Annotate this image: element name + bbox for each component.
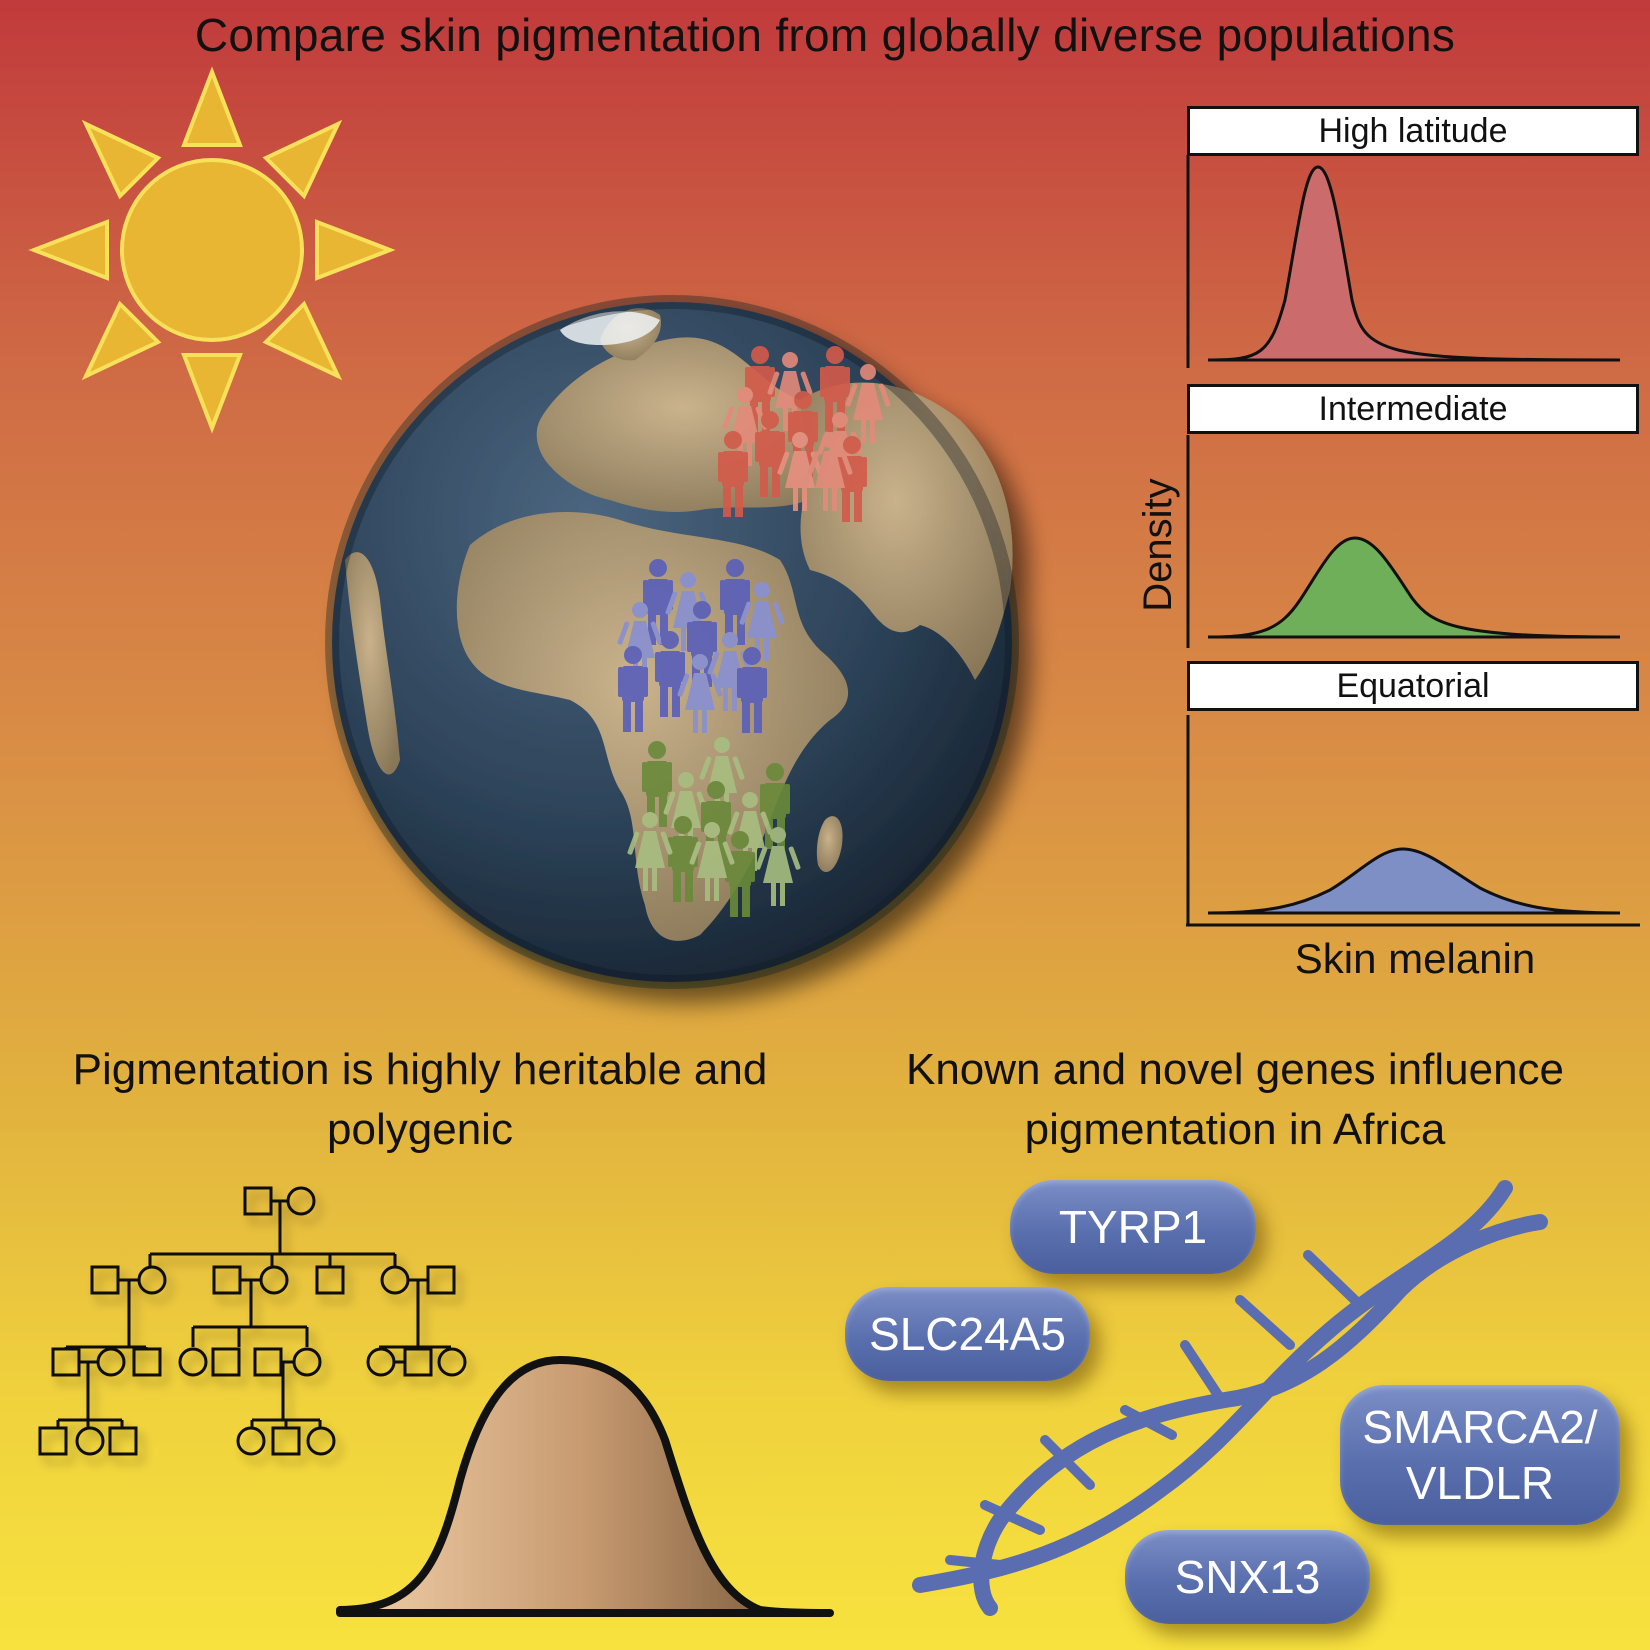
gene-badge-smarca2-vldlr: SMARCA2/ VLDLR — [1340, 1385, 1620, 1525]
panel-label-intermediate: Intermediate — [1187, 384, 1639, 434]
bell-curve — [336, 1356, 834, 1617]
gene-badge-smarca2-line1: SMARCA2/ — [1362, 1401, 1598, 1453]
panel-label-equatorial: Equatorial — [1187, 661, 1639, 711]
density-curve-equatorial — [1207, 847, 1621, 915]
gene-badge-smarca2-line2: VLDLR — [1405, 1457, 1555, 1509]
page-title: Compare skin pigmentation from globally … — [194, 9, 1456, 61]
gene-badge-slc24a5: SLC24A5 — [845, 1287, 1090, 1381]
pedigree-chart — [38, 1186, 467, 1456]
gene-badge-tyrp1: TYRP1 — [1010, 1180, 1256, 1274]
panel-label-high-latitude: High latitude — [1187, 106, 1639, 156]
density-plots — [1186, 155, 1640, 927]
sun-icon — [28, 66, 396, 434]
y-axis-label: Density — [1136, 478, 1180, 612]
caption-genes: Known and novel genes influence pigmenta… — [905, 1045, 1565, 1154]
caption-heritability: Pigmentation is highly heritable and pol… — [72, 1045, 768, 1154]
density-curve-high-latitude — [1207, 165, 1621, 362]
gene-badge-snx13: SNX13 — [1125, 1530, 1370, 1624]
dna-helix — [912, 1180, 1548, 1616]
x-axis-label: Skin melanin — [1294, 935, 1536, 982]
density-curve-intermediate — [1207, 536, 1621, 639]
